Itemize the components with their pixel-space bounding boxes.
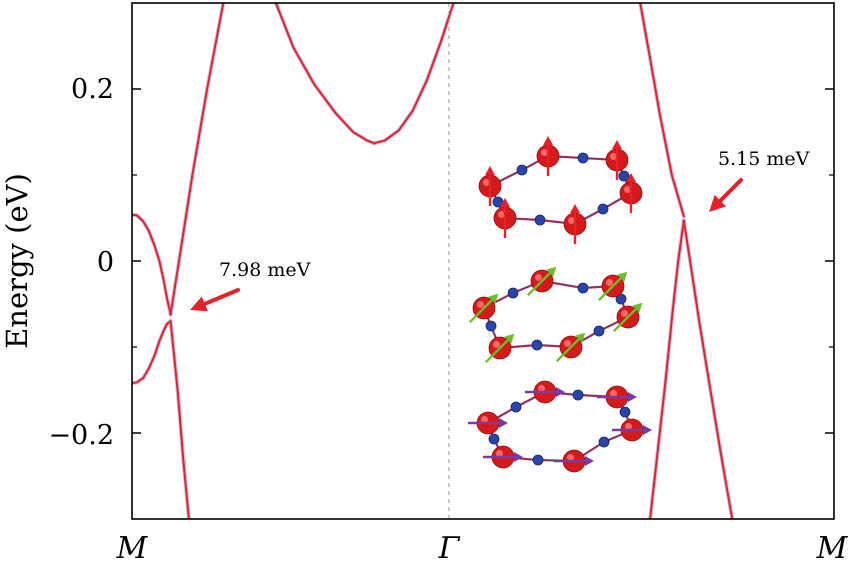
small-atom-1-4 <box>593 325 605 337</box>
large-atom-hl-1-3 <box>564 340 571 347</box>
band-line-1 <box>132 320 172 385</box>
band-shadow-5 <box>372 3 456 146</box>
large-atom-hl-1-2 <box>535 274 542 281</box>
large-atom-hl-0-3 <box>568 217 575 224</box>
large-atom-hl-1-5 <box>621 310 628 317</box>
spin-arrow-0-4-head <box>612 140 622 149</box>
spin-arrow-1-4-head <box>617 271 628 282</box>
large-atom-hl-0-1 <box>498 211 505 218</box>
small-atom-2-4 <box>598 436 610 448</box>
large-atom-hl-0-5 <box>624 186 631 193</box>
spin-arrow-1-2-shaft <box>526 272 551 297</box>
arrow-gap-right-shaft <box>718 178 743 203</box>
small-atom-0-2 <box>534 214 546 226</box>
band-line-3 <box>169 320 190 519</box>
small-atom-0-5 <box>618 170 630 182</box>
large-atom-hl-2-2 <box>538 385 545 392</box>
spin-arrow-1-4-shaft <box>597 277 622 302</box>
small-atom-1-0 <box>485 320 497 332</box>
x-tick-label-gamma: Γ <box>438 531 461 566</box>
spin-arrow-1-0-head <box>488 293 499 304</box>
spin-arrow-0-5-head <box>626 173 636 182</box>
large-atom-hl-0-2 <box>541 149 548 156</box>
large-atom-hl-1-0 <box>477 301 484 308</box>
spin-arrow-1-2-head <box>546 266 557 277</box>
spin-arrow-2-0-head <box>499 418 508 428</box>
large-atom-hl-0-4 <box>610 153 617 160</box>
band-line-2 <box>169 3 225 316</box>
y-tick-label-neg-0-2: −0.2 <box>48 420 114 451</box>
spin-arrow-1-1-shaft <box>484 339 509 364</box>
band-line-8 <box>682 219 734 519</box>
small-atom-1-1 <box>507 287 519 299</box>
spin-arrow-0-1-head <box>500 198 510 207</box>
y-tick-label-0-2: 0.2 <box>71 74 114 105</box>
spin-arrow-2-2-head <box>556 387 565 397</box>
small-atom-2-0 <box>488 433 500 445</box>
spin-arrow-2-1-head <box>514 452 523 462</box>
small-atom-1-2 <box>531 339 543 351</box>
band-line-4 <box>274 3 376 145</box>
bands-layer <box>132 3 735 519</box>
large-atom-hl-2-4 <box>610 390 617 397</box>
small-atom-2-3 <box>572 389 584 401</box>
annotation-gap-left: 7.98 meV <box>219 259 311 281</box>
arrow-gap-left-head <box>190 296 208 312</box>
small-atom-1-3 <box>577 282 589 294</box>
arrow-gap-left-shaft <box>202 288 240 306</box>
annotation-arrows <box>190 178 743 312</box>
spin-texture-inset <box>468 136 652 473</box>
band-shadow-4 <box>273 3 377 146</box>
axis-ticks <box>132 88 834 434</box>
band-line-6 <box>639 3 685 218</box>
spin-arrow-2-4-head <box>628 392 637 402</box>
spin-arrow-0-0-head <box>485 166 495 175</box>
large-atom-hl-2-0 <box>481 416 488 423</box>
large-atom-hl-2-3 <box>567 454 574 461</box>
spin-arrow-2-5-head <box>643 425 652 435</box>
band-shadow-0 <box>132 212 173 317</box>
small-atom-0-1 <box>516 164 528 176</box>
spin-arrow-1-0-shaft <box>468 299 493 324</box>
large-atom-hl-2-5 <box>625 423 632 430</box>
large-atom-hl-2-1 <box>496 450 503 457</box>
annotation-gap-right: 5.15 meV <box>718 148 810 170</box>
spin-arrow-2-3-head <box>585 456 594 466</box>
x-tick-label-m-right: M <box>816 531 849 566</box>
small-atom-0-3 <box>577 152 589 164</box>
arrow-gap-right-head <box>709 195 726 212</box>
large-atom-hl-1-1 <box>493 341 500 348</box>
small-atom-0-4 <box>597 203 609 215</box>
spin-arrow-1-1-head <box>504 333 515 344</box>
small-atom-2-2 <box>532 454 544 466</box>
spin-arrow-1-5-head <box>632 302 643 313</box>
y-axis-label: Energy (eV) <box>0 173 34 349</box>
spin-arrow-1-5-shaft <box>612 308 637 333</box>
large-atom-hl-1-4 <box>606 279 613 286</box>
small-atom-2-5 <box>619 406 631 418</box>
spin-arrow-1-3-shaft <box>555 338 580 363</box>
large-atom-hl-0-0 <box>483 179 490 186</box>
band-line-5 <box>373 3 455 145</box>
y-tick-label-0: 0 <box>97 247 114 278</box>
spin-arrow-0-2-head <box>543 136 553 145</box>
x-tick-label-m-left: M <box>116 531 149 566</box>
band-line-7 <box>649 219 685 519</box>
spin-arrow-1-3-head <box>575 332 586 343</box>
band-line-0 <box>132 213 172 316</box>
small-atom-2-1 <box>510 401 522 413</box>
spin-arrow-0-3-head <box>570 204 580 213</box>
